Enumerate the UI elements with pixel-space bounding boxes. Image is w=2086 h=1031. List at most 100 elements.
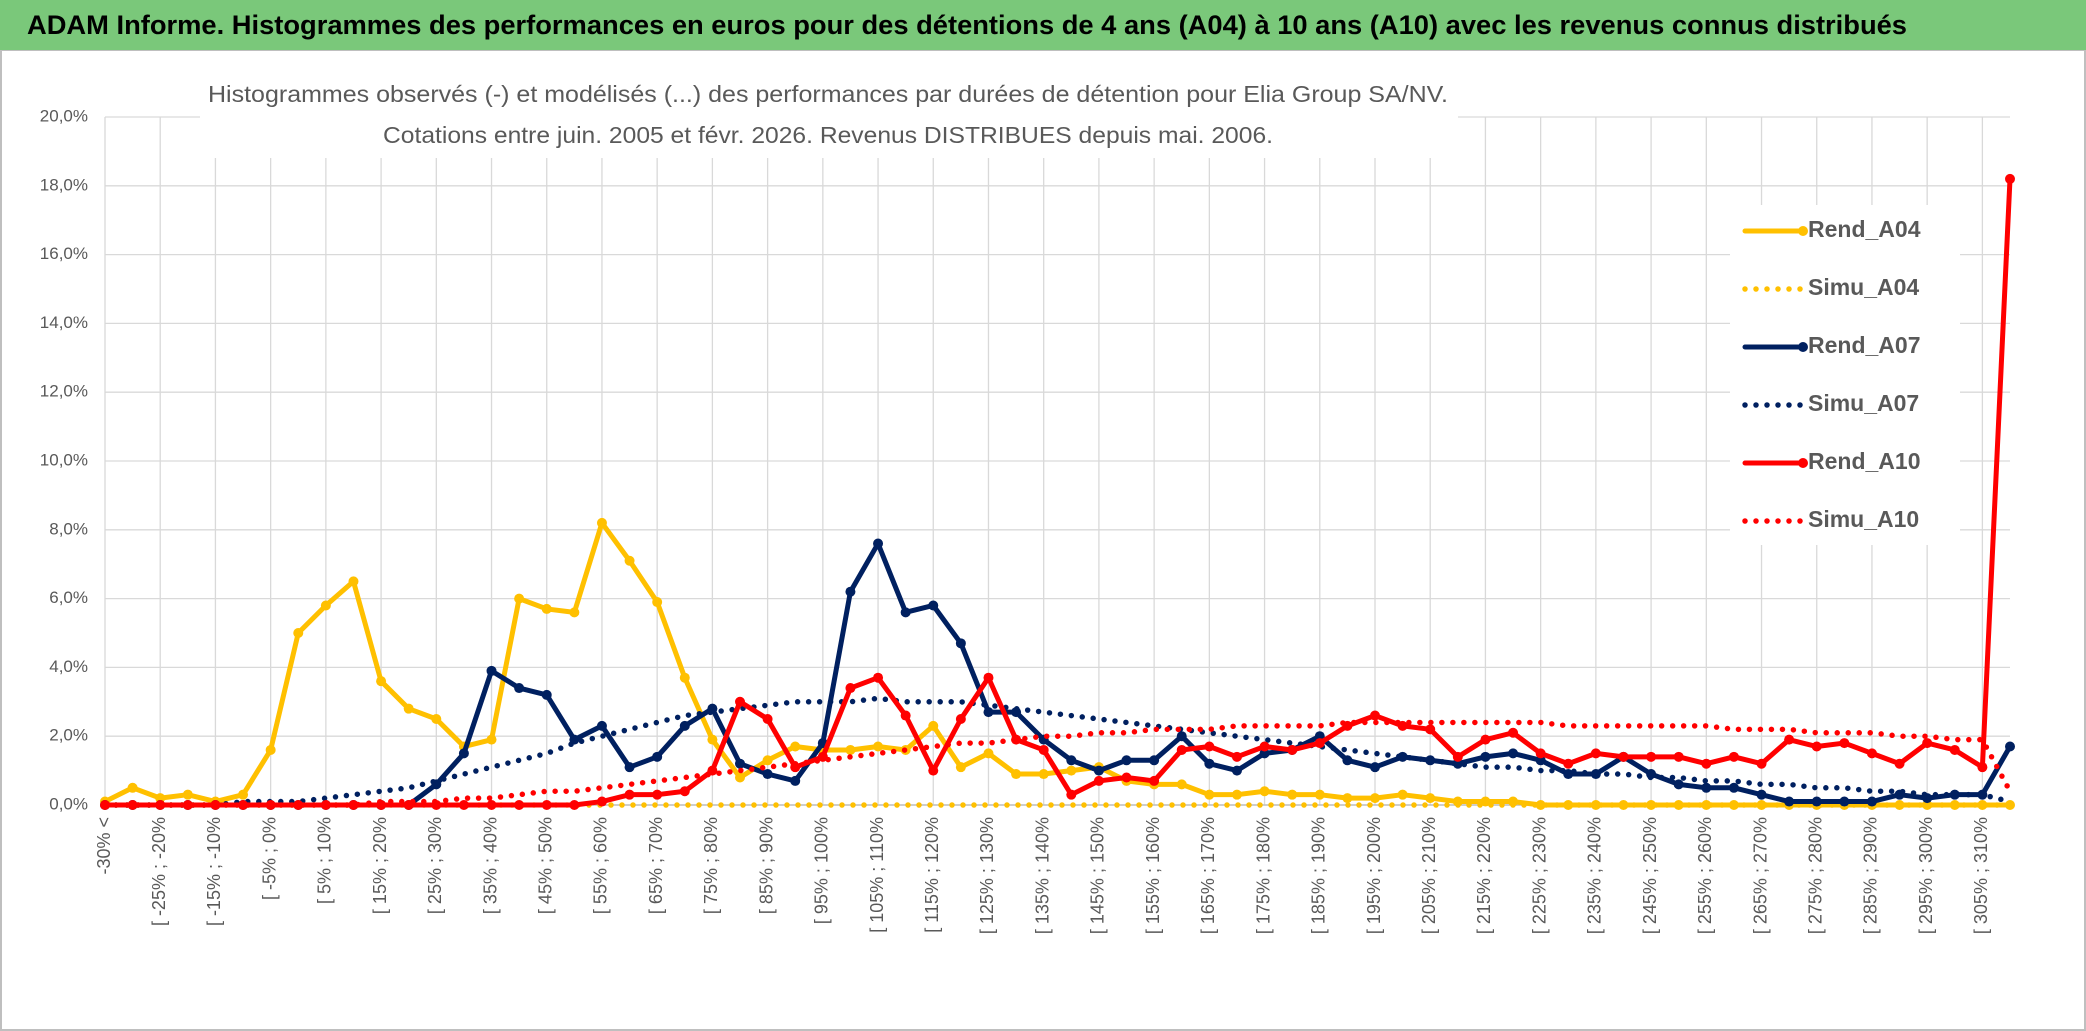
legend-label: Rend_A10 (1808, 448, 1920, 474)
data-point (293, 628, 304, 638)
observed-line (102, 176, 2013, 808)
data-point (817, 751, 828, 762)
data-point (735, 772, 745, 783)
data-point (155, 793, 166, 804)
x-tick-label: [ 55% ; 60% (591, 817, 611, 914)
header-bar (0, 0, 2086, 50)
data-point (1728, 751, 1739, 762)
data-point (348, 800, 359, 810)
data-point (679, 786, 690, 797)
y-tick-label: 4,0% (49, 657, 88, 676)
data-point (1121, 772, 1132, 783)
data-point (1922, 738, 1933, 749)
data-point (790, 741, 801, 752)
data-point (1176, 779, 1187, 790)
data-point (596, 517, 607, 528)
data-point (486, 665, 497, 676)
y-tick-label: 8,0% (49, 519, 88, 538)
data-point (1894, 758, 1905, 769)
data-point (1480, 751, 1491, 762)
data-point (679, 720, 690, 731)
x-tick-label: [ 195% ; 200% (1364, 817, 1384, 934)
data-point (1480, 796, 1491, 807)
x-tick-label: [ 165% ; 170% (1198, 817, 1218, 934)
data-point (596, 720, 607, 731)
data-point (1563, 769, 1574, 780)
data-point (845, 744, 856, 755)
data-point (1977, 762, 1988, 773)
data-point (1314, 738, 1325, 749)
y-tick-label: 18,0% (40, 175, 88, 194)
data-point (1259, 748, 1270, 759)
data-point (431, 714, 442, 724)
header-title: ADAM Informe. Histogrammes des performan… (27, 10, 1907, 40)
data-point (900, 607, 911, 618)
data-point (900, 710, 911, 721)
data-point (1452, 758, 1463, 769)
data-point (1287, 744, 1298, 755)
data-point (983, 672, 994, 683)
data-point (1038, 744, 1049, 755)
data-point (1231, 751, 1242, 762)
x-tick-label: [ 95% ; 100% (812, 817, 832, 924)
data-point (1618, 751, 1629, 762)
data-point (1590, 800, 1601, 810)
data-point (1066, 755, 1077, 766)
data-point (762, 769, 773, 780)
data-point (1121, 755, 1132, 766)
x-tick-label: [ 155% ; 160% (1143, 817, 1163, 934)
data-point (127, 782, 138, 793)
data-point (1066, 765, 1077, 776)
data-point (514, 800, 525, 810)
data-point (1673, 751, 1684, 762)
x-tick-label: [ 5% ; 10% (315, 817, 335, 904)
data-point (1093, 765, 1104, 776)
data-point (652, 789, 663, 800)
x-tick-label: [ 105% ; 110% (867, 817, 887, 933)
x-tick-label: [ 145% ; 150% (1088, 817, 1108, 934)
legend-background (1730, 205, 1960, 545)
x-tick-label: [ 135% ; 140% (1032, 817, 1052, 934)
x-tick-label: [ 175% ; 180% (1253, 817, 1273, 934)
data-point (569, 607, 580, 618)
data-point (2005, 741, 2015, 752)
x-tick-label: -30% < (94, 817, 114, 875)
data-point (1646, 751, 1657, 762)
data-point (1784, 734, 1795, 745)
data-point (182, 789, 193, 800)
x-tick-label: [ 65% ; 70% (646, 817, 666, 914)
data-point (514, 683, 525, 694)
data-point (1370, 793, 1380, 804)
data-point (928, 765, 939, 776)
data-point (458, 800, 469, 810)
data-point (955, 638, 966, 649)
data-point (1397, 789, 1408, 800)
y-tick-label: 0,0% (49, 794, 88, 813)
data-point (955, 714, 966, 724)
data-point (1149, 755, 1160, 766)
data-point (1452, 751, 1463, 762)
legend-marker (1798, 226, 1808, 236)
data-point (1093, 775, 1104, 786)
data-point (596, 796, 607, 807)
data-point (1342, 755, 1353, 766)
legend-marker (1798, 458, 1808, 468)
data-point (1811, 796, 1822, 807)
data-point (790, 775, 801, 786)
x-tick-label: [ -15% ; -10% (204, 817, 224, 926)
data-point (238, 789, 249, 800)
legend-marker (1798, 342, 1808, 352)
data-point (873, 672, 884, 683)
x-tick-label: [ -5% ; 0% (259, 817, 279, 900)
x-tick-label: [ -25% ; -20% (149, 817, 169, 926)
x-tick-label: [ 245% ; 250% (1640, 817, 1660, 934)
data-point (293, 800, 304, 810)
data-point (1231, 765, 1242, 776)
data-point (403, 703, 414, 714)
y-tick-label: 2,0% (49, 726, 88, 745)
x-tick-label: [ 185% ; 190% (1309, 817, 1329, 934)
data-point (1728, 782, 1739, 793)
data-point (458, 748, 469, 759)
data-point (1535, 800, 1546, 810)
